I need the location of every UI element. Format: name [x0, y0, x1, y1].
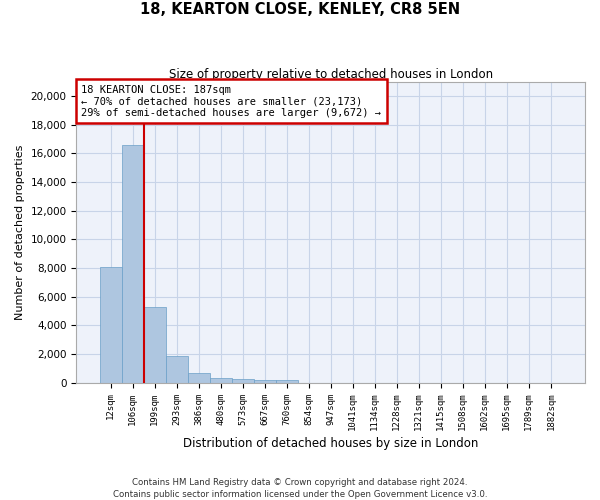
Title: Size of property relative to detached houses in London: Size of property relative to detached ho…	[169, 68, 493, 80]
Bar	[275, 380, 298, 382]
Bar	[188, 374, 209, 382]
Text: 18 KEARTON CLOSE: 187sqm
← 70% of detached houses are smaller (23,173)
29% of se: 18 KEARTON CLOSE: 187sqm ← 70% of detach…	[82, 84, 382, 118]
X-axis label: Distribution of detached houses by size in London: Distribution of detached houses by size …	[183, 437, 478, 450]
Bar	[122, 144, 143, 382]
Text: Contains HM Land Registry data © Crown copyright and database right 2024.
Contai: Contains HM Land Registry data © Crown c…	[113, 478, 487, 499]
Y-axis label: Number of detached properties: Number of detached properties	[15, 144, 25, 320]
Text: 18, KEARTON CLOSE, KENLEY, CR8 5EN: 18, KEARTON CLOSE, KENLEY, CR8 5EN	[140, 2, 460, 18]
Bar	[166, 356, 188, 382]
Bar	[100, 266, 122, 382]
Bar	[143, 306, 166, 382]
Bar	[232, 378, 254, 382]
Bar	[254, 380, 275, 382]
Bar	[209, 378, 232, 382]
